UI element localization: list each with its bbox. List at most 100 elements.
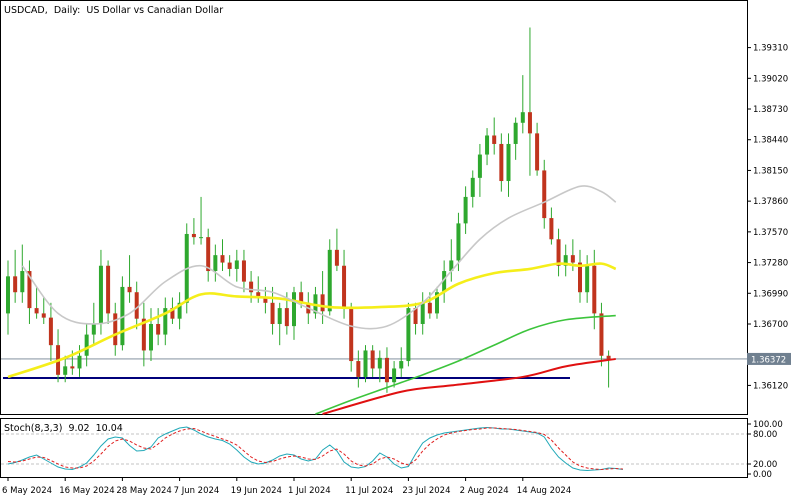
price-tick-label: 1.36700 bbox=[753, 320, 788, 330]
candle-bear bbox=[527, 112, 532, 134]
candle-bull bbox=[234, 260, 239, 269]
candle-bear bbox=[549, 218, 554, 240]
candle-bull bbox=[199, 237, 204, 239]
candle-bear bbox=[106, 265, 111, 314]
stoch-title: Stoch(8,3,3) 9.02 10.04 bbox=[4, 423, 123, 434]
price-tick-label: 1.37570 bbox=[753, 228, 788, 238]
candle-bull bbox=[149, 323, 153, 351]
price-tick-label: 1.38730 bbox=[753, 105, 788, 115]
candle-bear bbox=[342, 265, 347, 309]
candle-bear bbox=[284, 308, 289, 327]
date-tick-label: 7 Jun 2024 bbox=[174, 486, 220, 496]
candle-bear bbox=[206, 237, 211, 272]
timeframe-label: Daily: bbox=[54, 5, 81, 16]
price-tick-label: 1.39020 bbox=[753, 74, 788, 84]
candle-bear bbox=[384, 357, 389, 383]
candle-bull bbox=[513, 122, 518, 144]
price-panel-frame bbox=[0, 0, 748, 415]
stoch-signal-value: 10.04 bbox=[96, 423, 123, 434]
stoch-tick-label: 80.00 bbox=[753, 430, 777, 440]
candle-bull bbox=[91, 323, 96, 335]
candle-bear bbox=[13, 276, 18, 293]
candle-bear bbox=[227, 262, 232, 269]
candle-bear bbox=[542, 170, 547, 219]
price-tick-label: 1.37280 bbox=[753, 259, 788, 269]
candle-bear bbox=[427, 302, 432, 314]
price-tick-label: 1.36990 bbox=[753, 289, 788, 299]
candle-bull bbox=[399, 361, 404, 369]
candle-bull bbox=[456, 223, 461, 261]
date-tick-label: 11 Jul 2024 bbox=[345, 486, 393, 496]
description-label: US Dollar vs Canadian Dollar bbox=[86, 5, 223, 16]
candle-bear bbox=[156, 323, 161, 335]
candle-bull bbox=[506, 143, 511, 182]
date-tick-label: 23 Jul 2024 bbox=[402, 486, 450, 496]
candle-bull bbox=[84, 334, 89, 356]
candle-bear bbox=[134, 292, 139, 319]
date-tick-label: 19 Jun 2024 bbox=[231, 486, 282, 496]
candle-bull bbox=[363, 350, 368, 377]
candle-bull bbox=[327, 249, 332, 312]
candle-bear bbox=[249, 281, 254, 293]
candle-bull bbox=[120, 286, 125, 346]
candle-bear bbox=[263, 297, 268, 303]
price-tick-label: 1.39310 bbox=[753, 44, 788, 54]
candle-bull bbox=[277, 308, 282, 324]
candle-bull bbox=[563, 255, 568, 266]
candle-bull bbox=[449, 260, 454, 272]
stoch-main-value: 9.02 bbox=[68, 423, 89, 434]
candle-bull bbox=[20, 271, 25, 293]
candle-bear bbox=[349, 308, 354, 362]
candle-bear bbox=[499, 143, 504, 182]
candle-bear bbox=[34, 308, 39, 314]
candle-bear bbox=[141, 318, 146, 351]
candle-bull bbox=[470, 177, 475, 197]
candle-bear bbox=[592, 265, 597, 314]
candle-bull bbox=[406, 308, 411, 362]
candle-bear bbox=[413, 308, 418, 324]
candle-bull bbox=[442, 271, 447, 293]
candle-bull bbox=[98, 265, 103, 324]
candle-bear bbox=[535, 133, 540, 171]
candle-bear bbox=[41, 313, 46, 318]
candle-bull bbox=[213, 255, 218, 272]
candle-bull bbox=[485, 135, 490, 155]
candle-bull bbox=[77, 355, 82, 369]
candle-bear bbox=[256, 292, 261, 298]
moving-average-ma_long bbox=[322, 357, 616, 415]
candle-bear bbox=[299, 292, 304, 303]
moving-average-ma_mid bbox=[7, 262, 617, 379]
candle-bear bbox=[370, 350, 375, 369]
chart-title: USDCAD, Daily: US Dollar vs Canadian Dol… bbox=[4, 5, 223, 16]
candle-bear bbox=[492, 135, 497, 144]
stoch-line-stoch_signal bbox=[7, 427, 623, 471]
candle-bull bbox=[63, 366, 68, 375]
stoch-plot bbox=[1, 426, 747, 472]
candle-bull bbox=[477, 154, 482, 178]
candle-bull bbox=[392, 368, 397, 383]
candle-bear bbox=[127, 286, 132, 293]
candle-bull bbox=[520, 112, 525, 123]
symbol-label: USDCAD, bbox=[4, 5, 48, 16]
date-tick-label: 1 Jul 2024 bbox=[288, 486, 331, 496]
price-tick-label: 1.37860 bbox=[753, 197, 788, 207]
candle-bear bbox=[578, 262, 582, 293]
candle-bear bbox=[191, 233, 196, 238]
stoch-panel-frame bbox=[0, 418, 748, 478]
candle-bull bbox=[163, 308, 168, 335]
candle-bull bbox=[6, 276, 10, 314]
last-price-label: 1.36372 bbox=[751, 355, 786, 365]
price-tick-label: 1.38150 bbox=[753, 166, 788, 176]
candle-bear bbox=[27, 271, 32, 309]
candle-bull bbox=[463, 196, 468, 224]
candle-bull bbox=[377, 357, 382, 369]
last-price-badge bbox=[747, 352, 791, 365]
stoch-tick-label: 0.00 bbox=[753, 470, 772, 480]
candle-bear bbox=[570, 255, 575, 263]
candle-bear bbox=[113, 313, 118, 346]
stoch-tick-label: 100.00 bbox=[753, 420, 783, 430]
stoch-tick-label: 20.00 bbox=[753, 460, 777, 470]
candle-bear bbox=[220, 255, 225, 263]
candle-bull bbox=[435, 292, 439, 314]
